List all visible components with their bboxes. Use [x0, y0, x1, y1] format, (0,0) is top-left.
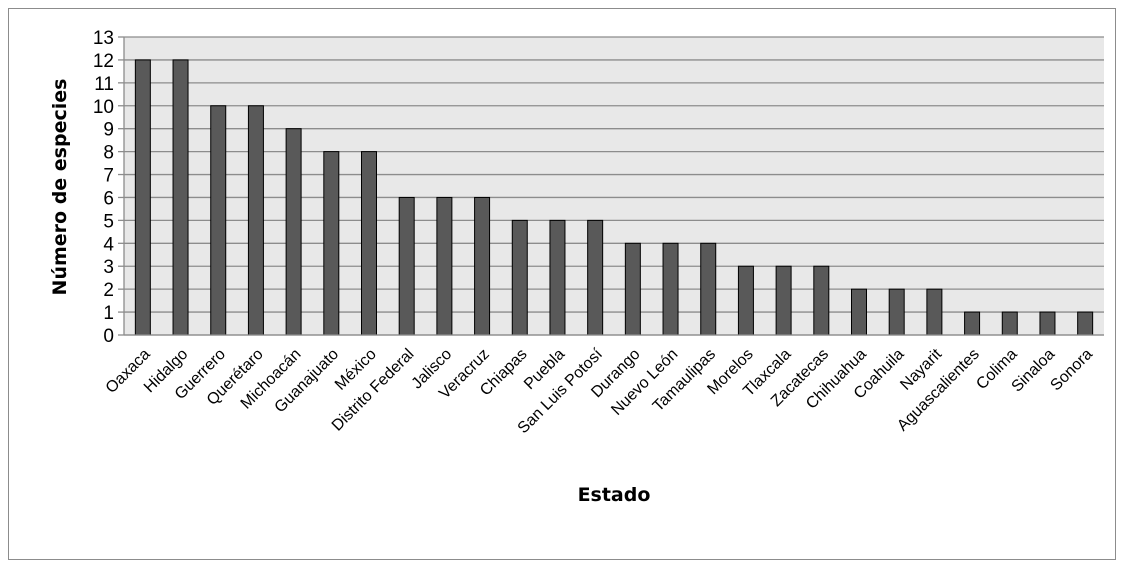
bar [1001, 311, 1018, 336]
y-tick-label: 1 [103, 303, 114, 324]
bar [1039, 311, 1056, 336]
y-tick-label: 2 [103, 280, 114, 301]
y-tick-label: 0 [103, 326, 114, 347]
bar [700, 242, 717, 336]
bar [285, 128, 302, 336]
bar [1077, 311, 1094, 336]
bar [361, 151, 377, 336]
y-tick-label: 9 [103, 120, 114, 141]
y-tick-label: 7 [103, 166, 114, 187]
x-axis-title: Estado [578, 484, 651, 506]
y-tick-label: 13 [93, 28, 114, 49]
y-tick-label: 11 [94, 74, 114, 95]
bar [888, 288, 905, 336]
bar [436, 196, 453, 336]
y-tick-label: 8 [103, 143, 114, 164]
bar [926, 288, 943, 336]
bar [775, 265, 792, 336]
bar [398, 196, 415, 336]
bar [511, 219, 528, 336]
x-tick-labels: OaxacaHidalgoGuerreroQuerétaroMichoacánG… [103, 345, 1096, 437]
bar [549, 219, 566, 336]
bar [172, 59, 189, 336]
y-tick-label: 10 [93, 97, 114, 118]
y-tick-label: 6 [103, 188, 114, 209]
y-tick-label: 4 [103, 234, 114, 255]
bar [813, 265, 830, 336]
bar [323, 151, 340, 336]
x-tick-label: Sonora [1047, 346, 1096, 395]
bar [624, 242, 641, 336]
y-tick-label: 5 [103, 211, 114, 232]
y-axis-title: Número de especies [49, 79, 71, 296]
x-tick-label: Sinaloa [1009, 346, 1059, 396]
bar [851, 288, 867, 336]
bar [210, 105, 227, 336]
bar [737, 265, 754, 336]
bar [134, 59, 151, 336]
bar [247, 105, 264, 336]
bar [587, 219, 604, 336]
bars [134, 59, 1094, 336]
bar [474, 196, 491, 336]
bar [662, 242, 679, 336]
plot-area [124, 37, 1104, 335]
bar [964, 311, 981, 336]
y-tick-label: 3 [103, 257, 114, 278]
y-tick-label: 12 [93, 51, 114, 72]
